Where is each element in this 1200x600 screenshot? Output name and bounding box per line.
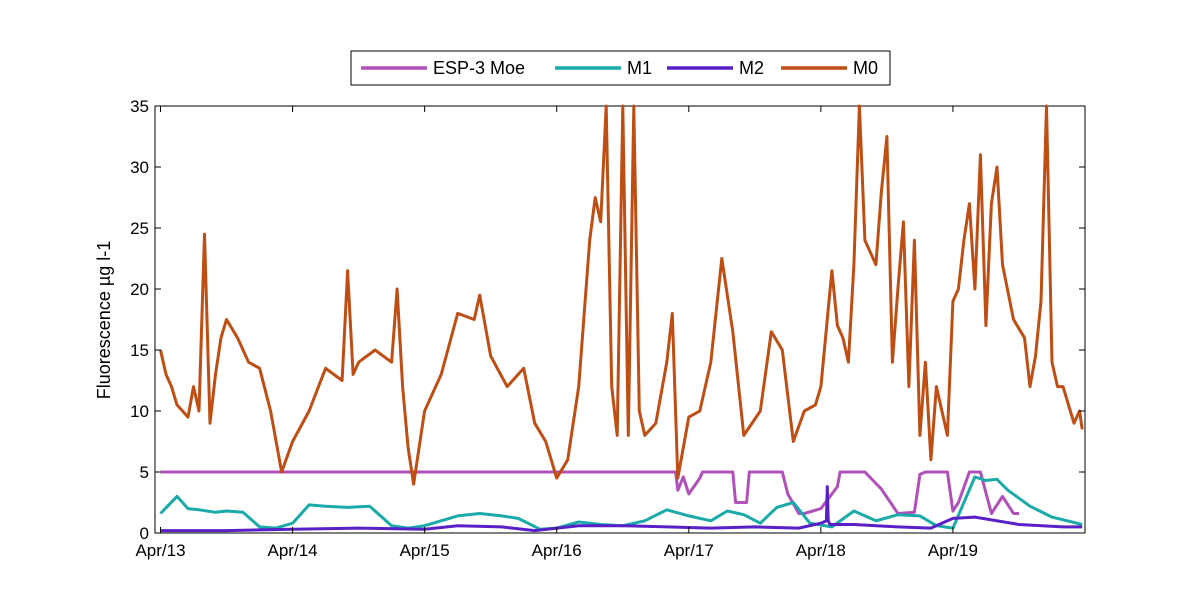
y-tick-label-25: 25 (130, 219, 149, 238)
legend-label-m1: M1 (627, 58, 652, 78)
x-tick-label-apr-15: Apr/15 (400, 541, 450, 560)
series-layer (159, 104, 1084, 533)
legend: ESP-3 Moe M1 M2 M0 (350, 50, 891, 86)
x-tick-label-apr-13: Apr/13 (135, 541, 185, 560)
x-tick-label-apr-19: Apr/19 (928, 541, 978, 560)
y-tick-label-5: 5 (140, 463, 149, 482)
y-tick-label-10: 10 (130, 402, 149, 421)
x-tick-label-apr-17: Apr/17 (664, 541, 714, 560)
y-tick-label-35: 35 (130, 97, 149, 116)
y-axis-label: Fluorescence µg l-1 (94, 241, 114, 399)
axes-layer: 0 5 10 15 20 25 30 35 Apr/13 Apr/14 Apr/15 Apr/16 Ap… (130, 97, 1085, 560)
series-line-esp-3-moe (160, 470, 1019, 515)
x-tick-label-apr-18: Apr/18 (796, 541, 846, 560)
y-tick-label-0: 0 (140, 524, 149, 543)
x-tick-label-apr-14: Apr/14 (268, 541, 318, 560)
series-line-m0 (159, 104, 1084, 486)
x-tick-label-apr-16: Apr/16 (532, 541, 582, 560)
legend-label-esp-3-moe: ESP-3 Moe (433, 58, 525, 78)
legend-label-m0: M0 (853, 58, 878, 78)
y-tick-label-20: 20 (130, 280, 149, 299)
y-tick-label-30: 30 (130, 158, 149, 177)
series-line-m2 (160, 485, 1083, 533)
y-tick-label-15: 15 (130, 341, 149, 360)
legend-label-m2: M2 (739, 58, 764, 78)
